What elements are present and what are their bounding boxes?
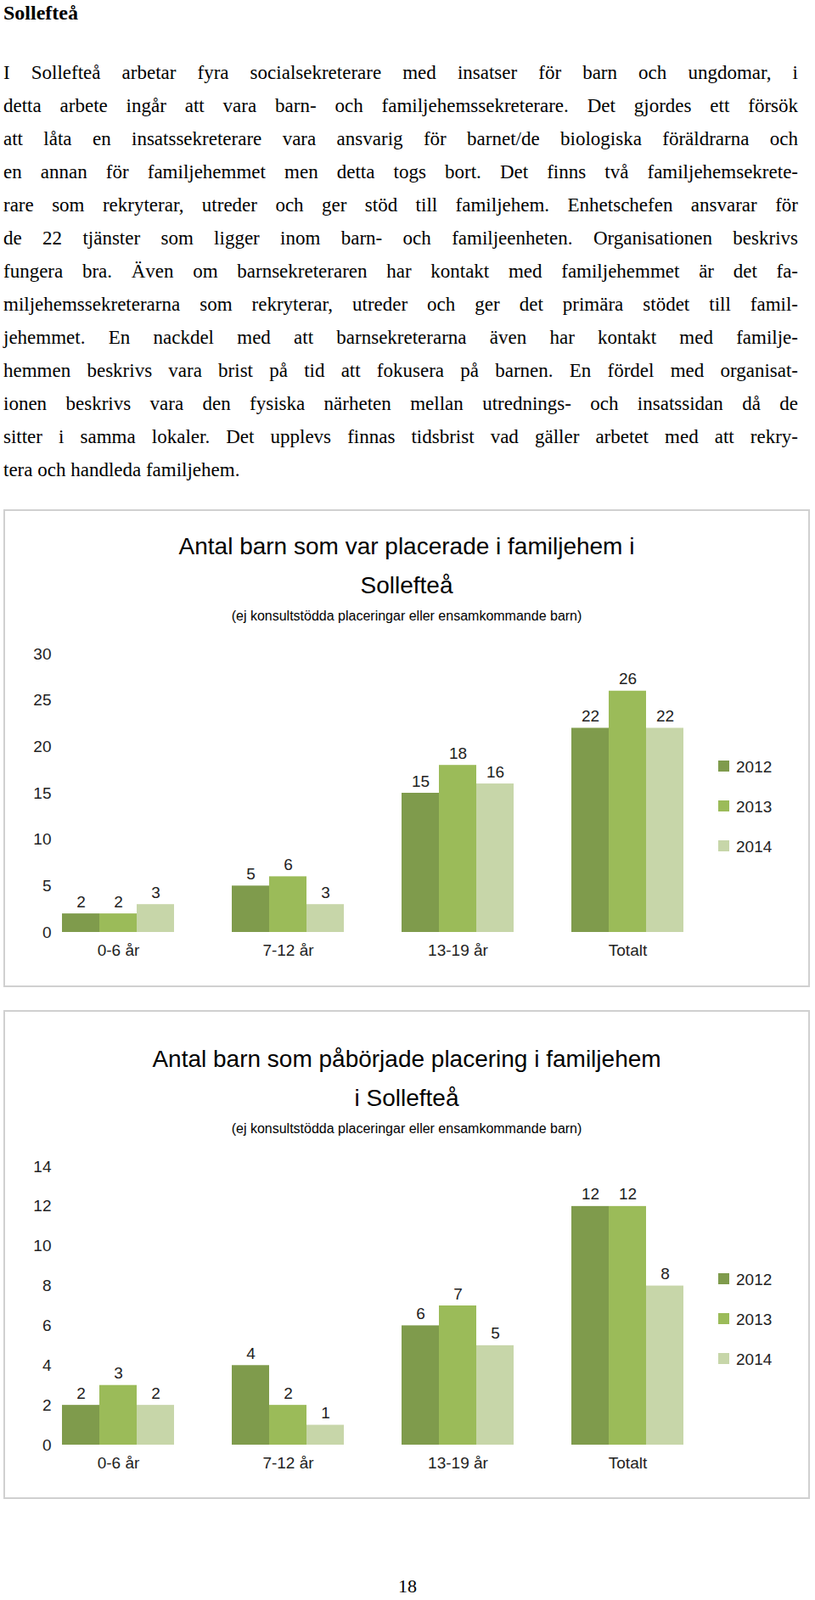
svg-text:15: 15	[33, 784, 51, 803]
svg-text:6: 6	[42, 1316, 52, 1335]
svg-text:6: 6	[415, 1304, 426, 1323]
svg-text:6: 6	[283, 855, 293, 874]
svg-text:22: 22	[656, 707, 675, 726]
html-text:2013: 2013	[736, 798, 772, 816]
svg-text:0: 0	[42, 923, 52, 942]
svg-text:10: 10	[33, 830, 51, 849]
html-text:Antal barn som var placerade i: Antal barn som var placerade i familjehe…	[178, 533, 635, 599]
html-text:2014: 2014	[736, 837, 772, 856]
html-text:en annan för familjehemmet men: en annan för familjehemmet men detta tog…	[3, 161, 799, 183]
html-text:18: 18	[398, 1575, 417, 1597]
html-text:2012: 2012	[736, 758, 772, 776]
svg-text:2: 2	[76, 1384, 86, 1403]
svg-text:26: 26	[618, 669, 637, 688]
html-text:att låta en insatssekreterare: att låta en insatssekreterare vara ansva…	[3, 128, 799, 150]
svg-text:2: 2	[42, 1396, 52, 1415]
svg-text:2: 2	[151, 1384, 161, 1403]
svg-text:0-6 år: 0-6 år	[97, 941, 141, 960]
html-text:2012: 2012	[736, 1270, 772, 1289]
html-text:hemmen beskrivs vara brist på: hemmen beskrivs vara brist på tid att fo…	[3, 359, 799, 382]
svg-text:3: 3	[151, 883, 161, 902]
svg-text:8: 8	[42, 1276, 52, 1295]
svg-text:18: 18	[449, 744, 467, 763]
svg-text:16: 16	[486, 763, 505, 782]
html-text:Sollefteå: Sollefteå	[3, 1, 79, 24]
html-text:2014: 2014	[736, 1350, 772, 1369]
html-text:de 22 tjänster som ligger inom: de 22 tjänster som ligger inom barn- och…	[3, 227, 799, 249]
svg-text:22: 22	[581, 707, 600, 726]
svg-text:3: 3	[320, 883, 331, 902]
svg-text:5: 5	[246, 865, 256, 883]
html-text:tera och handleda familjehem.: tera och handleda familjehem.	[3, 459, 240, 481]
svg-text:2: 2	[283, 1384, 293, 1403]
svg-text:2: 2	[113, 893, 124, 911]
svg-text:4: 4	[42, 1356, 52, 1375]
svg-text:8: 8	[660, 1264, 670, 1283]
html-text:Antal barn som påbörjade place: Antal barn som påbörjade placering i fam…	[152, 1045, 661, 1112]
html-text:miljehemssekreterarna som rekr: miljehemssekreterarna som rekryterar, ut…	[3, 293, 799, 315]
svg-text:1: 1	[320, 1404, 331, 1423]
html-text:rare som rekryterar, utreder o: rare som rekryterar, utreder och ger stö…	[3, 194, 799, 216]
svg-text:13-19 år: 13-19 år	[427, 1454, 489, 1473]
svg-text:14: 14	[33, 1157, 52, 1176]
svg-text:12: 12	[581, 1185, 600, 1203]
html-text:sitter i samma lokaler. Det up: sitter i samma lokaler. Det upplevs finn…	[3, 426, 799, 448]
svg-text:10: 10	[33, 1236, 51, 1255]
svg-text:7-12 år: 7-12 år	[262, 1454, 315, 1473]
html-text:2013: 2013	[736, 1310, 772, 1329]
html-text:(ej konsultstödda placeringar: (ej konsultstödda placeringar eller ensa…	[231, 1121, 582, 1136]
svg-text:25: 25	[33, 691, 51, 709]
html-text:ionen beskrivs vara den fysisk: ionen beskrivs vara den fysiska närheten…	[3, 393, 799, 415]
svg-text:Totalt: Totalt	[608, 1454, 648, 1473]
svg-text:4: 4	[246, 1344, 256, 1363]
svg-text:Totalt: Totalt	[608, 941, 648, 960]
svg-text:5: 5	[490, 1324, 501, 1343]
html-text:detta arbete ingår att vara ba: detta arbete ingår att vara barn- och fa…	[3, 95, 799, 117]
svg-text:13-19 år: 13-19 år	[427, 941, 489, 960]
svg-text:15: 15	[411, 772, 430, 791]
html-text:I Sollefteå arbetar fyra socia: I Sollefteå arbetar fyra socialsekretera…	[3, 61, 799, 84]
svg-text:0: 0	[42, 1436, 52, 1455]
svg-text:20: 20	[33, 737, 51, 756]
svg-text:5: 5	[42, 876, 52, 895]
html-text:fungera bra. Även om barnsekre: fungera bra. Även om barnsekreteraren ha…	[3, 260, 799, 282]
svg-text:12: 12	[33, 1197, 51, 1215]
html-text:jehemmet. En nackdel med att b: jehemmet. En nackdel med att barnsekrete…	[3, 326, 799, 349]
svg-text:7: 7	[453, 1285, 463, 1304]
svg-text:3: 3	[113, 1364, 124, 1383]
svg-text:30: 30	[33, 645, 51, 664]
svg-text:2: 2	[76, 893, 86, 911]
svg-text:12: 12	[618, 1185, 637, 1203]
html-text:(ej konsultstödda placeringar: (ej konsultstödda placeringar eller ensa…	[231, 608, 582, 624]
svg-text:0-6 år: 0-6 år	[97, 1454, 141, 1473]
svg-text:7-12 år: 7-12 år	[262, 941, 315, 960]
